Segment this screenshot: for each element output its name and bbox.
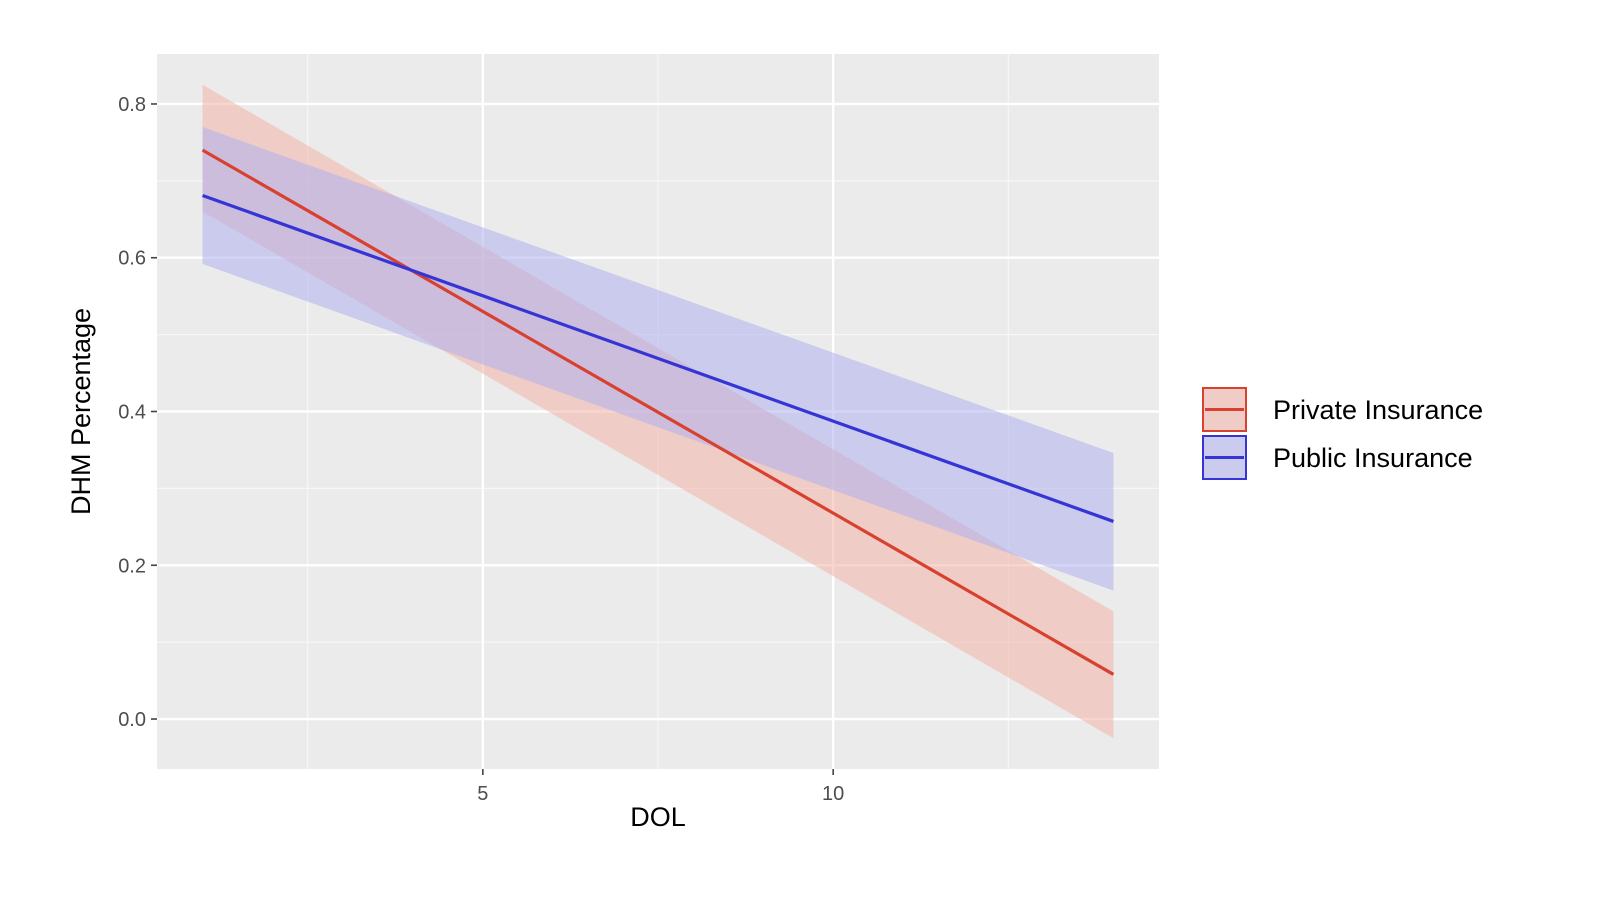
y-tick-label: 0.6 — [118, 248, 146, 270]
y-tick-label: 0.4 — [118, 402, 146, 424]
y-axis: 0.0 0.2 0.4 0.6 0.8 — [118, 94, 157, 731]
y-tick-label: 0.8 — [118, 94, 146, 116]
series-lines — [201, 148, 1115, 676]
y-tick-label: 0.2 — [118, 555, 146, 577]
legend: Private Insurance Public Insurance — [1202, 387, 1483, 480]
series-line — [201, 148, 1115, 676]
legend-label: Private Insurance — [1273, 395, 1483, 425]
x-tick-label: 10 — [822, 783, 844, 805]
x-tick-label: 5 — [477, 783, 488, 805]
x-axis-label: DOL — [630, 802, 686, 832]
legend-label: Public Insurance — [1273, 443, 1473, 473]
y-tick-label: 0.0 — [118, 709, 146, 731]
x-axis: 5 10 — [477, 769, 844, 805]
series-line — [202, 193, 1114, 523]
y-axis-label: DHM Percentage — [66, 308, 96, 515]
